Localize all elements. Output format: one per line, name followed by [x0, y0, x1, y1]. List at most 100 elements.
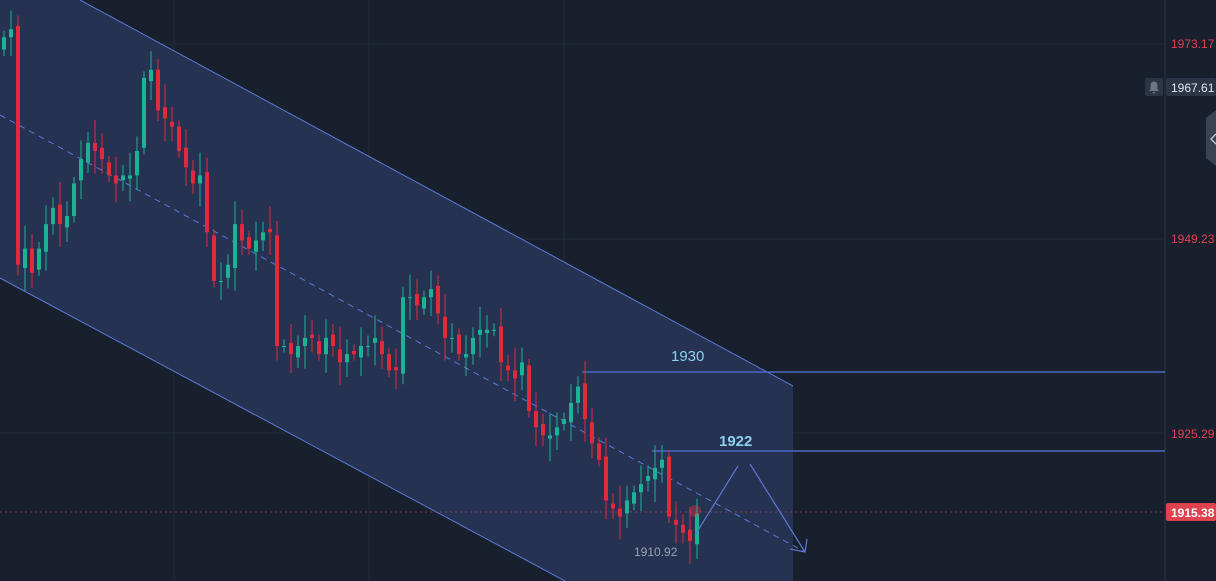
- candle-body: [254, 240, 258, 252]
- candle-body: [310, 334, 314, 338]
- channel-upper-line[interactable]: [79, 0, 794, 387]
- candle-body: [576, 386, 580, 403]
- current-price-label: 1915.38: [1171, 506, 1215, 520]
- candle-body: [23, 248, 27, 269]
- candle-body: [268, 229, 272, 233]
- candle-body: [366, 346, 370, 348]
- candle-body: [639, 484, 643, 493]
- candle-body: [548, 435, 552, 439]
- candle-body: [485, 329, 489, 334]
- candle-body: [352, 350, 356, 355]
- candle-body: [674, 519, 678, 525]
- tick-label: 1925.29: [1171, 427, 1215, 441]
- candle-body: [9, 29, 13, 38]
- candle-body: [93, 142, 97, 152]
- alert-price-label: 1967.61: [1171, 81, 1215, 95]
- candle-body: [625, 500, 629, 514]
- candle-body: [156, 69, 160, 111]
- candle-body: [261, 232, 265, 241]
- candle-body: [233, 224, 237, 269]
- collapse-panel-button[interactable]: [1206, 110, 1216, 166]
- projection-arrow-down[interactable]: [749, 463, 806, 553]
- candle-body: [506, 365, 510, 371]
- low-price-label: 1910.92: [634, 545, 678, 559]
- candle-body: [163, 107, 167, 119]
- candle-body: [275, 235, 279, 347]
- candle-body: [646, 476, 650, 481]
- candle-body: [100, 147, 104, 160]
- candle-body: [289, 342, 293, 355]
- candle-body: [205, 172, 209, 233]
- candle-body: [457, 334, 461, 355]
- candle-body: [513, 370, 517, 379]
- bell-icon: [1149, 81, 1159, 94]
- candle-body: [681, 524, 685, 533]
- candle-body: [198, 175, 202, 184]
- candle-body: [240, 224, 244, 241]
- candle-body: [177, 126, 181, 152]
- projection-arrow[interactable]: [694, 465, 739, 536]
- candle-body: [541, 424, 545, 436]
- candle-body: [520, 362, 524, 376]
- candle-body: [478, 329, 482, 335]
- candle-body: [338, 349, 342, 363]
- candle-body: [107, 162, 111, 176]
- candle-body: [331, 334, 335, 347]
- candle-body: [317, 341, 321, 355]
- candle-body: [303, 337, 307, 347]
- candle-body: [184, 147, 188, 168]
- candle-body: [345, 354, 349, 363]
- candle-body: [72, 183, 76, 217]
- candle-body: [65, 216, 69, 228]
- channel-lower-line[interactable]: [0, 277, 566, 581]
- channel-fill: [0, 0, 793, 581]
- candle-body: [324, 337, 328, 355]
- candle-body: [604, 456, 608, 501]
- candle-body: [282, 346, 286, 348]
- candle-body: [415, 294, 419, 306]
- candle-body: [51, 207, 55, 225]
- level-1930-label: 1930: [671, 348, 704, 365]
- candle-body: [471, 337, 475, 355]
- candle-body: [149, 69, 153, 82]
- candle-body: [667, 456, 671, 517]
- arrowhead-icon: [789, 538, 808, 553]
- candle-body: [653, 467, 657, 480]
- candle-body: [618, 508, 622, 517]
- candle-body: [429, 289, 433, 298]
- candle-body: [58, 204, 62, 225]
- candle-body: [2, 37, 6, 50]
- candle-body: [632, 492, 636, 504]
- candle-body: [191, 170, 195, 184]
- candle-body: [436, 285, 440, 314]
- candle-body: [226, 264, 230, 278]
- candle-body: [590, 422, 594, 444]
- candle-body: [387, 354, 391, 371]
- candle-body: [296, 346, 300, 358]
- candle-body: [373, 337, 377, 343]
- candle-body: [492, 329, 496, 331]
- candle-body: [212, 235, 216, 282]
- candle-body: [114, 175, 118, 184]
- candle-body: [30, 248, 34, 273]
- candle-body: [142, 77, 146, 148]
- candle-body: [86, 142, 90, 163]
- candle-body: [688, 529, 692, 542]
- candle-body: [450, 337, 454, 339]
- candle-body: [611, 503, 615, 509]
- candle-body: [380, 341, 384, 355]
- candle-body: [219, 281, 223, 283]
- tick-label: 1973.17: [1171, 37, 1215, 51]
- candle-body: [695, 513, 699, 545]
- candle-body: [583, 383, 587, 420]
- candle-body: [562, 419, 566, 425]
- candle-body: [534, 411, 538, 428]
- candle-body: [408, 297, 412, 299]
- candle-body: [135, 151, 139, 176]
- candle-body: [527, 365, 531, 412]
- candle-body: [422, 297, 426, 309]
- candle-body: [555, 427, 559, 436]
- candle-body: [44, 224, 48, 252]
- candle-body: [464, 354, 468, 358]
